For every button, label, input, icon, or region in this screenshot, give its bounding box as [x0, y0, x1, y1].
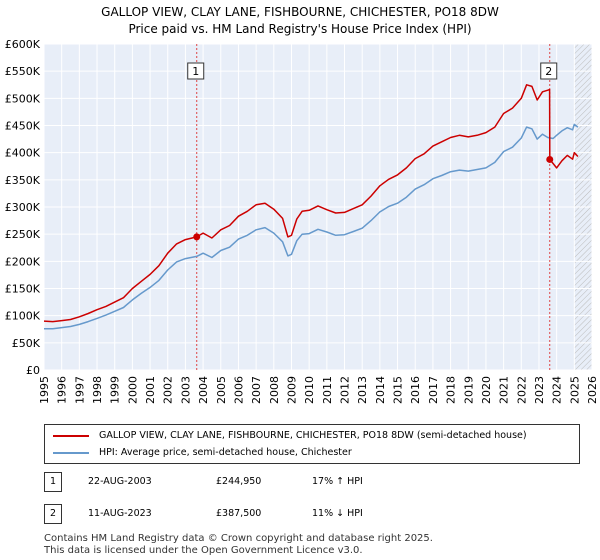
- x-tick-label: 2024: [551, 376, 564, 404]
- transaction-date: 11-AUG-2023: [88, 508, 152, 519]
- y-axis-ticks: £0 £50K £100K £150K £200K £250K £300K £350K £400…: [5, 38, 41, 377]
- footer-attribution: Contains HM Land Registry data © Crown c…: [44, 533, 584, 557]
- y-tick-label: £0: [26, 364, 40, 377]
- x-tick-label: 1995: [38, 376, 51, 404]
- legend-label-property: GALLOP VIEW, CLAY LANE, FISHBOURNE, CHIC…: [99, 430, 527, 441]
- sale-label-box: [540, 62, 558, 80]
- y-tick-label: £100K: [5, 310, 41, 323]
- transaction-price: £387,500: [216, 508, 262, 519]
- legend-item-property: GALLOP VIEW, CLAY LANE, FISHBOURNE, CHIC…: [53, 428, 527, 444]
- y-tick-label: £150K: [5, 283, 41, 296]
- x-tick-label: 2010: [303, 376, 316, 404]
- sale-point: [193, 233, 201, 241]
- x-axis-ticks: 1995 1996 1997 1998 1999 2000 2001 2002 2003 2004…: [38, 376, 599, 404]
- x-tick-label: 2002: [162, 376, 175, 404]
- x-tick-label: 2015: [392, 376, 405, 404]
- x-tick-label: 2020: [480, 376, 493, 404]
- gridlines: [43, 43, 593, 371]
- property-price-line: [43, 84, 579, 323]
- x-tick-label: 2025: [568, 376, 581, 404]
- legend-label-hpi: HPI: Average price, semi-detached house,…: [99, 447, 352, 458]
- x-tick-label: 2011: [321, 376, 334, 404]
- y-tick-label: £500K: [5, 92, 41, 105]
- legend-item-hpi: HPI: Average price, semi-detached house,…: [53, 445, 352, 461]
- x-tick-label: 2008: [268, 376, 281, 404]
- y-tick-label: £600K: [5, 38, 41, 51]
- x-tick-label: 2018: [445, 376, 458, 404]
- x-tick-label: 1999: [109, 376, 122, 404]
- x-tick-label: 2004: [197, 376, 210, 404]
- y-tick-label: £350K: [5, 174, 41, 187]
- y-tick-label: £450K: [5, 120, 41, 133]
- x-tick-label: 2007: [250, 376, 263, 404]
- x-tick-label: 1996: [56, 376, 69, 404]
- x-tick-label: 2016: [409, 376, 422, 404]
- transaction-row: 1 22-AUG-2003 £244,950 17% ↑ HPI: [44, 472, 580, 492]
- x-tick-label: 2001: [144, 376, 157, 404]
- x-tick-label: 2019: [462, 376, 475, 404]
- x-tick-label: 2021: [498, 376, 511, 404]
- chart-title-line1: GALLOP VIEW, CLAY LANE, FISHBOURNE, CHIC…: [101, 5, 499, 19]
- x-tick-label: 2006: [232, 376, 245, 404]
- x-tick-label: 2005: [215, 376, 228, 404]
- x-tick-label: 2026: [586, 376, 599, 404]
- chart-legend: GALLOP VIEW, CLAY LANE, FISHBOURNE, CHIC…: [44, 424, 580, 464]
- transaction-hpi-diff: 11% ↓ HPI: [312, 508, 363, 519]
- transaction-date: 22-AUG-2003: [88, 476, 152, 487]
- x-tick-label: 1998: [91, 376, 104, 404]
- transaction-price: £244,950: [216, 476, 262, 487]
- legend-swatch-hpi: [53, 451, 89, 454]
- series-lines: [43, 84, 579, 330]
- transaction-hpi-diff: 17% ↑ HPI: [312, 476, 363, 487]
- y-tick-label: £200K: [5, 255, 41, 268]
- legend-swatch-property: [53, 434, 89, 437]
- transaction-number-badge: 1: [44, 472, 62, 492]
- y-tick-label: £50K: [12, 337, 41, 350]
- footer-line2: This data is licensed under the Open Gov…: [44, 545, 363, 556]
- x-tick-label: 2023: [533, 376, 546, 404]
- y-tick-label: £300K: [5, 201, 41, 214]
- x-tick-label: 2000: [126, 376, 139, 404]
- x-tick-label: 2014: [374, 376, 387, 404]
- hpi-line: [44, 123, 579, 330]
- y-tick-label: £250K: [5, 228, 41, 241]
- transaction-number-badge: 2: [44, 504, 62, 524]
- chart-title-line2: Price paid vs. HM Land Registry's House …: [128, 22, 472, 36]
- x-tick-label: 2012: [339, 376, 352, 404]
- sale-label-number: 2: [545, 65, 552, 78]
- price-chart: £0 £50K £100K £150K £200K £250K £300K £350K £400…: [5, 38, 599, 404]
- x-tick-label: 2017: [427, 376, 440, 404]
- footer-line1: Contains HM Land Registry data © Crown c…: [44, 533, 433, 544]
- y-tick-label: £400K: [5, 147, 41, 160]
- transaction-row: 2 11-AUG-2023 £387,500 11% ↓ HPI: [44, 504, 580, 524]
- x-tick-label: 1997: [73, 376, 86, 404]
- x-tick-label: 2009: [285, 376, 298, 404]
- sale-label-box: [187, 62, 205, 80]
- chart-title: GALLOP VIEW, CLAY LANE, FISHBOURNE, CHIC…: [0, 4, 600, 38]
- x-tick-label: 2013: [356, 376, 369, 404]
- y-tick-label: £550K: [5, 65, 41, 78]
- x-tick-label: 2022: [515, 376, 528, 404]
- sale-label-number: 1: [192, 65, 199, 78]
- sale-point: [546, 155, 554, 163]
- x-tick-label: 2003: [179, 376, 192, 404]
